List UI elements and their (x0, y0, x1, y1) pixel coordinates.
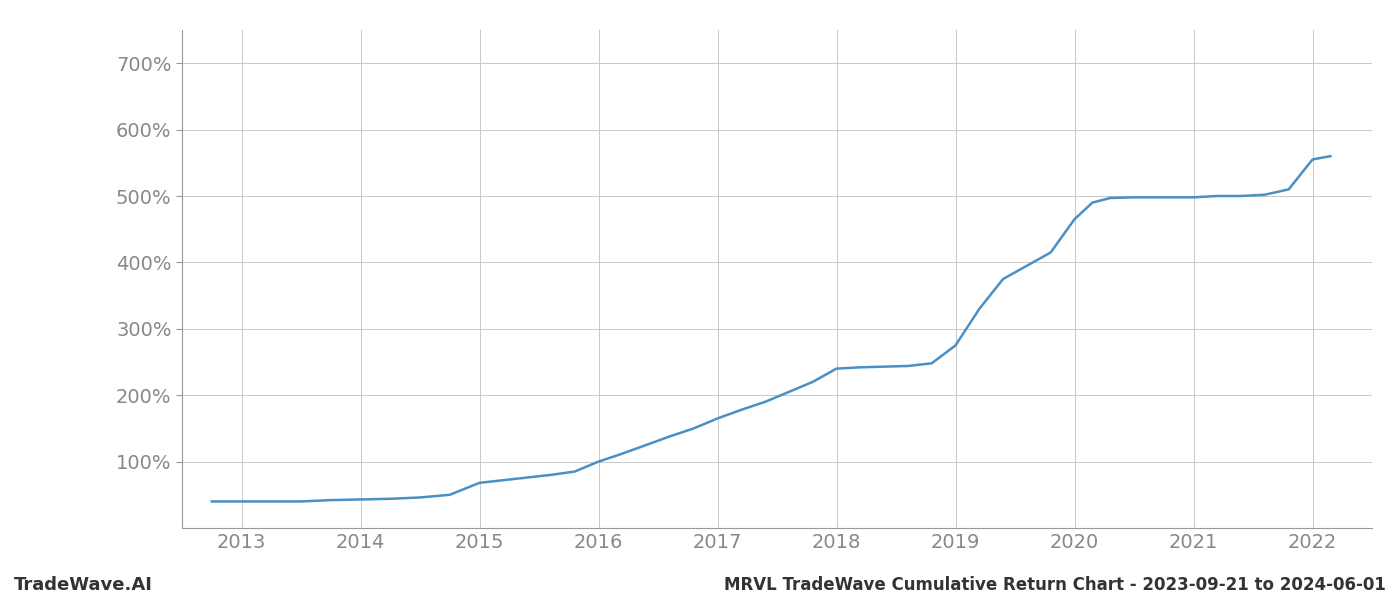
Text: MRVL TradeWave Cumulative Return Chart - 2023-09-21 to 2024-06-01: MRVL TradeWave Cumulative Return Chart -… (724, 576, 1386, 594)
Text: TradeWave.AI: TradeWave.AI (14, 576, 153, 594)
